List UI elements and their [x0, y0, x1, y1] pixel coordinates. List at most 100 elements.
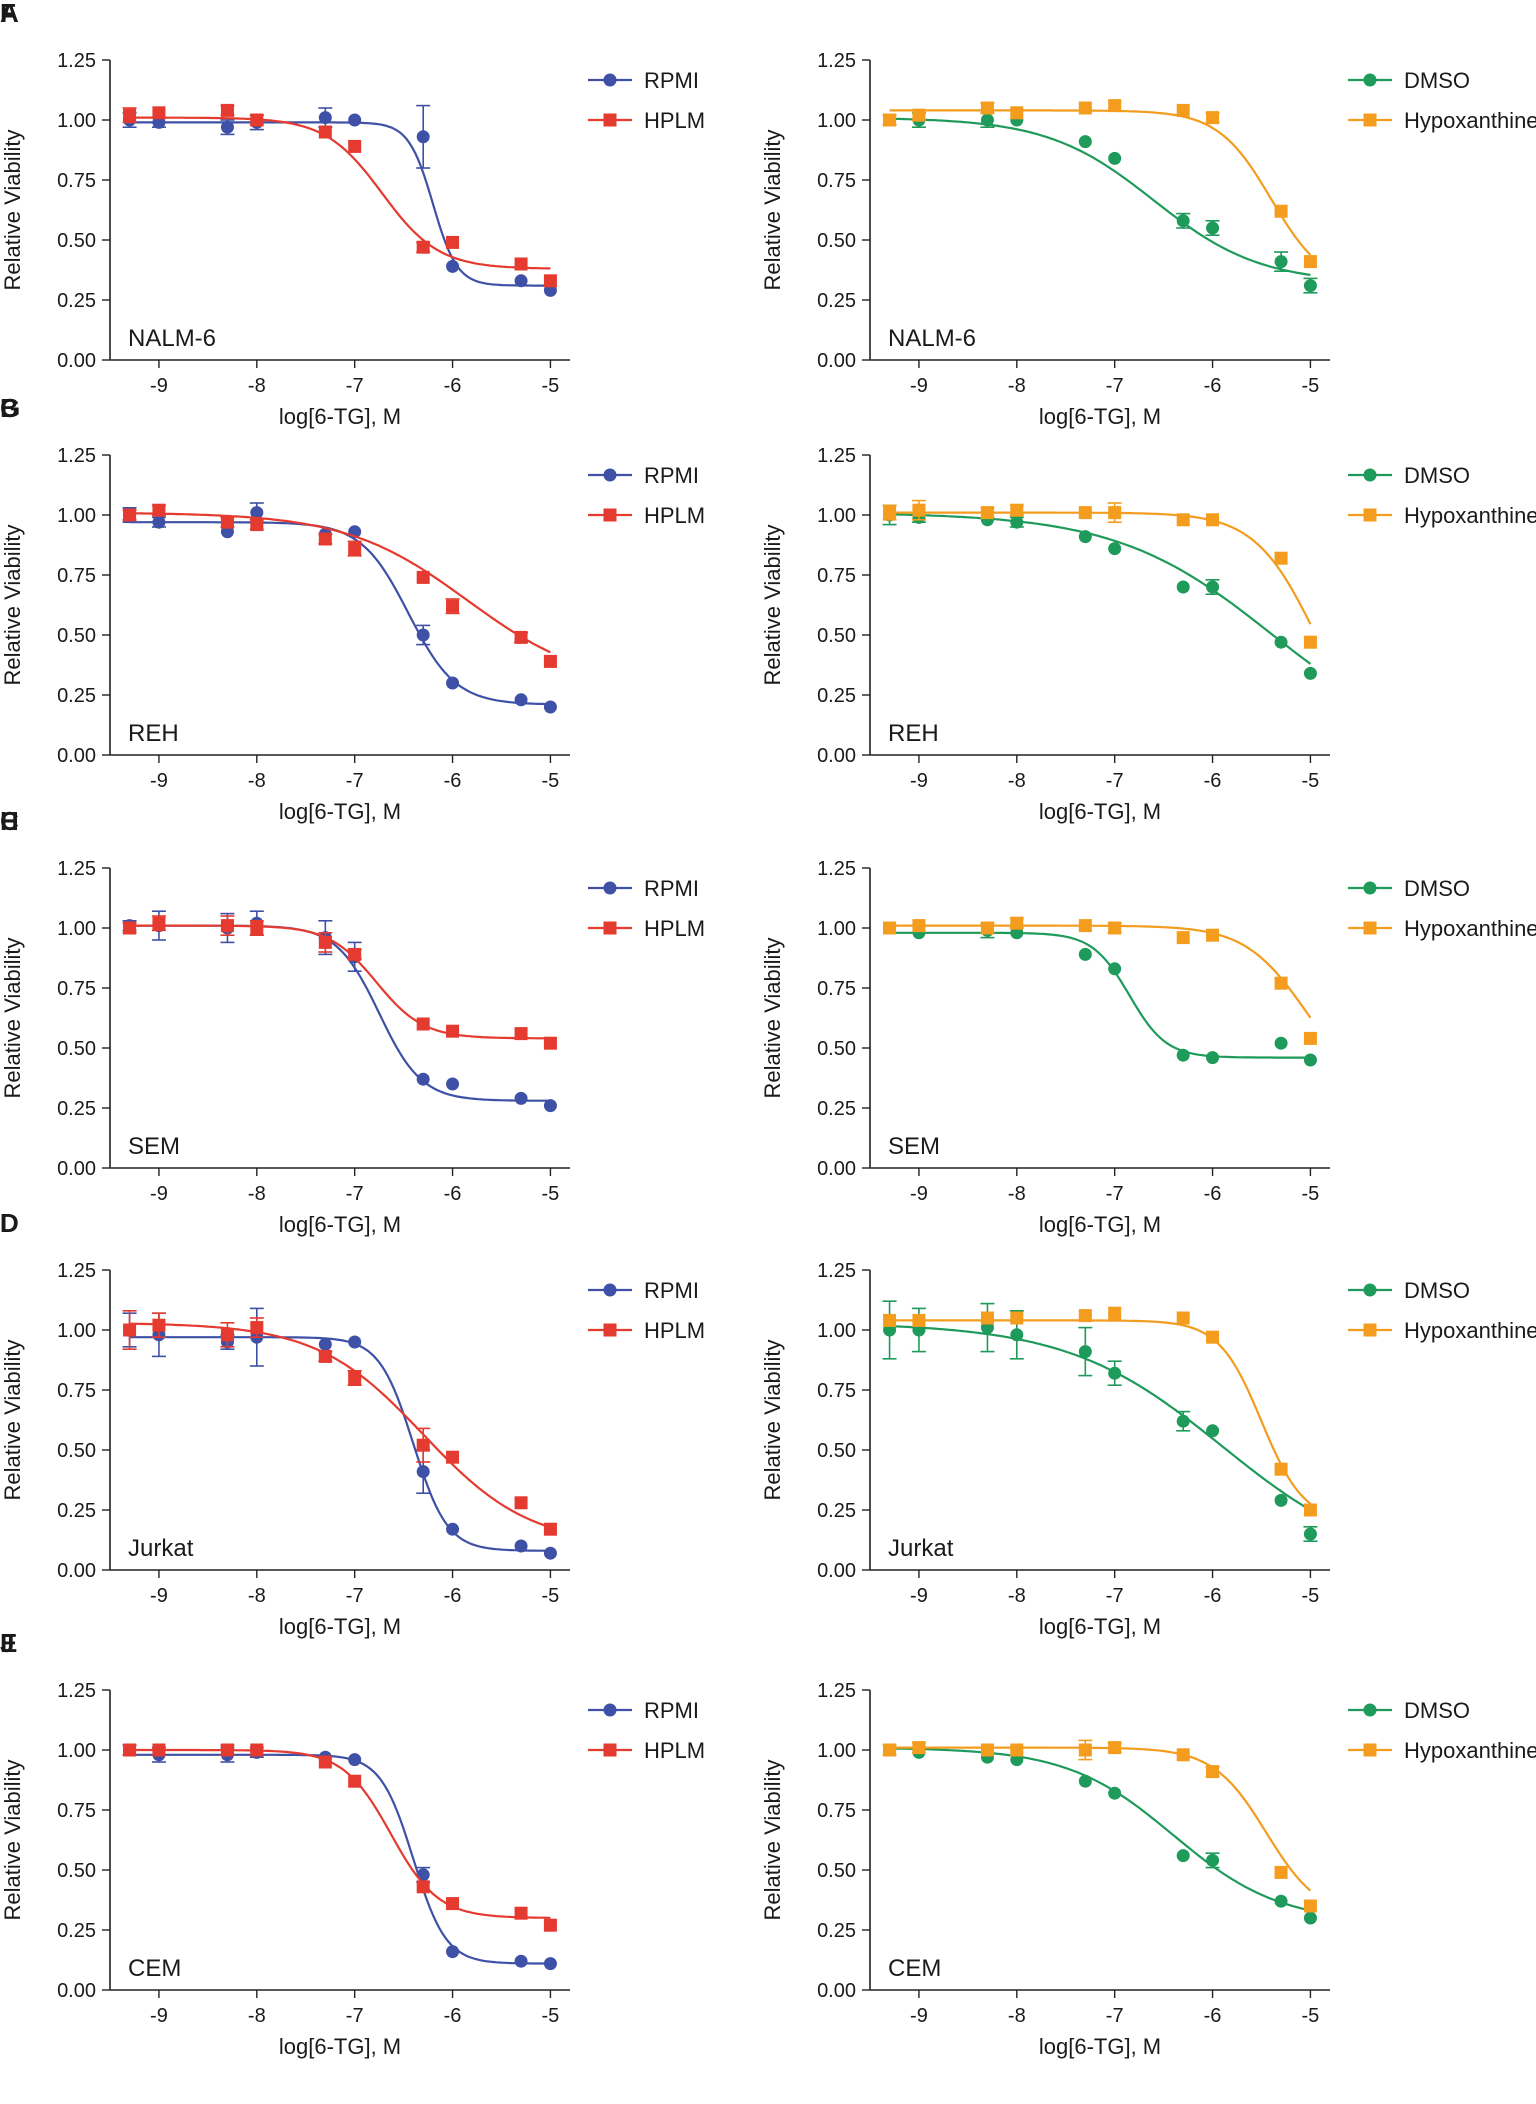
fit-curve [129, 1748, 551, 1919]
legend-marker [1363, 468, 1377, 482]
data-point [220, 515, 234, 529]
legend-marker [1363, 1323, 1377, 1337]
x-axis-title: log[6-TG], M [279, 1614, 401, 1639]
x-tick-label: -7 [346, 375, 364, 397]
data-point [1206, 221, 1220, 235]
legend-label: DMSO [1404, 1278, 1470, 1303]
y-axis-title: Relative Viability [0, 937, 25, 1098]
fit-curve [889, 117, 1311, 276]
y-tick-label: 0.50 [57, 1038, 96, 1060]
data-point [1108, 542, 1122, 556]
fit-curve [129, 121, 551, 287]
data-point [152, 916, 166, 930]
data-point [1010, 515, 1024, 529]
data-point [1176, 1849, 1190, 1863]
x-tick-label: -8 [248, 2005, 266, 2027]
data-point [446, 1077, 460, 1091]
fit-curve [889, 1746, 1312, 1892]
y-tick-label: 0.75 [57, 978, 96, 1000]
fit-curve [129, 1336, 551, 1552]
y-axis-title: Relative Viability [760, 129, 785, 290]
data-point [348, 1335, 362, 1349]
data-point [1206, 580, 1220, 594]
data-point [1206, 513, 1220, 527]
y-tick-label: 1.00 [817, 505, 856, 527]
x-tick-label: -6 [1204, 1585, 1222, 1607]
y-tick-label: 1.00 [57, 1740, 96, 1762]
y-tick-label: 1.00 [817, 1740, 856, 1762]
legend-marker [603, 468, 617, 482]
data-point [1274, 976, 1288, 990]
x-tick-label: -5 [542, 770, 560, 792]
data-point [318, 1349, 332, 1363]
data-point [980, 101, 994, 115]
x-axis-title: log[6-TG], M [1039, 799, 1161, 824]
y-tick-label: 0.50 [817, 1038, 856, 1060]
data-point [1108, 506, 1122, 520]
data-point [250, 506, 264, 520]
data-point [1303, 279, 1317, 293]
fit-curve [889, 931, 1311, 1059]
data-point [1303, 1527, 1317, 1541]
x-tick-label: -5 [542, 1585, 560, 1607]
data-point [446, 1945, 460, 1959]
data-point [514, 1954, 528, 1968]
y-tick-label: 0.25 [57, 1098, 96, 1120]
y-tick-label: 0.50 [57, 1440, 96, 1462]
data-point [318, 1755, 332, 1769]
series-hypoxanthine: Hypoxanthine [882, 499, 1536, 649]
legend-marker [1363, 881, 1377, 895]
data-point [1078, 101, 1092, 115]
fit-curve [889, 1325, 1311, 1512]
y-axis-title: Relative Viability [760, 937, 785, 1098]
data-point [912, 919, 926, 933]
data-point [543, 1918, 557, 1932]
panel-letter: A [0, 0, 19, 28]
data-point [220, 919, 234, 933]
fit-curve [129, 1322, 551, 1529]
legend-label: Hypoxanthine [1404, 1738, 1536, 1763]
data-point [318, 1337, 332, 1351]
y-tick-label: 0.75 [817, 978, 856, 1000]
x-tick-label: -9 [910, 2005, 928, 2027]
data-point [348, 1371, 362, 1385]
x-tick-label: -7 [346, 770, 364, 792]
chart-panel-f: F 0.00 0.25 0.50 0.75 1.00 1.25 -9 -8 -7 -6 -5 log[6… [0, 0, 1536, 429]
y-tick-label: 0.00 [817, 1980, 856, 2002]
fit-curve [129, 512, 551, 654]
data-point [220, 103, 234, 117]
y-tick-label: 0.25 [57, 1920, 96, 1942]
y-tick-label: 1.25 [57, 858, 96, 880]
y-tick-label: 0.25 [817, 1500, 856, 1522]
y-tick-label: 0.50 [817, 1860, 856, 1882]
data-point [123, 508, 137, 522]
data-point [1010, 916, 1024, 930]
chart-panel-g: G 0.00 0.25 0.50 0.75 1.00 1.25 -9 -8 -7 -6 -5 log[6… [0, 393, 1536, 824]
data-point [1274, 551, 1288, 565]
data-point [1303, 635, 1317, 649]
data-point [543, 1546, 557, 1560]
series-dmso: DMSO [883, 1698, 1470, 1925]
data-point [446, 1024, 460, 1038]
data-point [543, 1099, 557, 1113]
fit-curve [889, 1747, 1311, 1912]
x-axis-title: log[6-TG], M [1039, 1212, 1161, 1237]
series-hplm: HPLM [122, 1310, 705, 1536]
data-point [318, 125, 332, 139]
data-point [348, 1774, 362, 1788]
y-tick-label: 0.75 [817, 1380, 856, 1402]
data-point [543, 1036, 557, 1050]
series-hplm: HPLM [122, 915, 705, 1050]
x-tick-label: -7 [1106, 1585, 1124, 1607]
y-tick-label: 0.00 [57, 1560, 96, 1582]
data-point [980, 113, 994, 127]
data-point [416, 1017, 430, 1031]
x-tick-label: -9 [910, 770, 928, 792]
data-point [250, 518, 264, 532]
x-tick-label: -9 [910, 375, 928, 397]
chart-panel-j: J 0.00 0.25 0.50 0.75 1.00 1.25 -9 -8 -7 -6 -5 log[6… [0, 1628, 1536, 2059]
x-tick-label: -9 [150, 375, 168, 397]
x-axis-title: log[6-TG], M [279, 1212, 401, 1237]
x-tick-label: -8 [1008, 770, 1026, 792]
data-point [416, 628, 430, 642]
